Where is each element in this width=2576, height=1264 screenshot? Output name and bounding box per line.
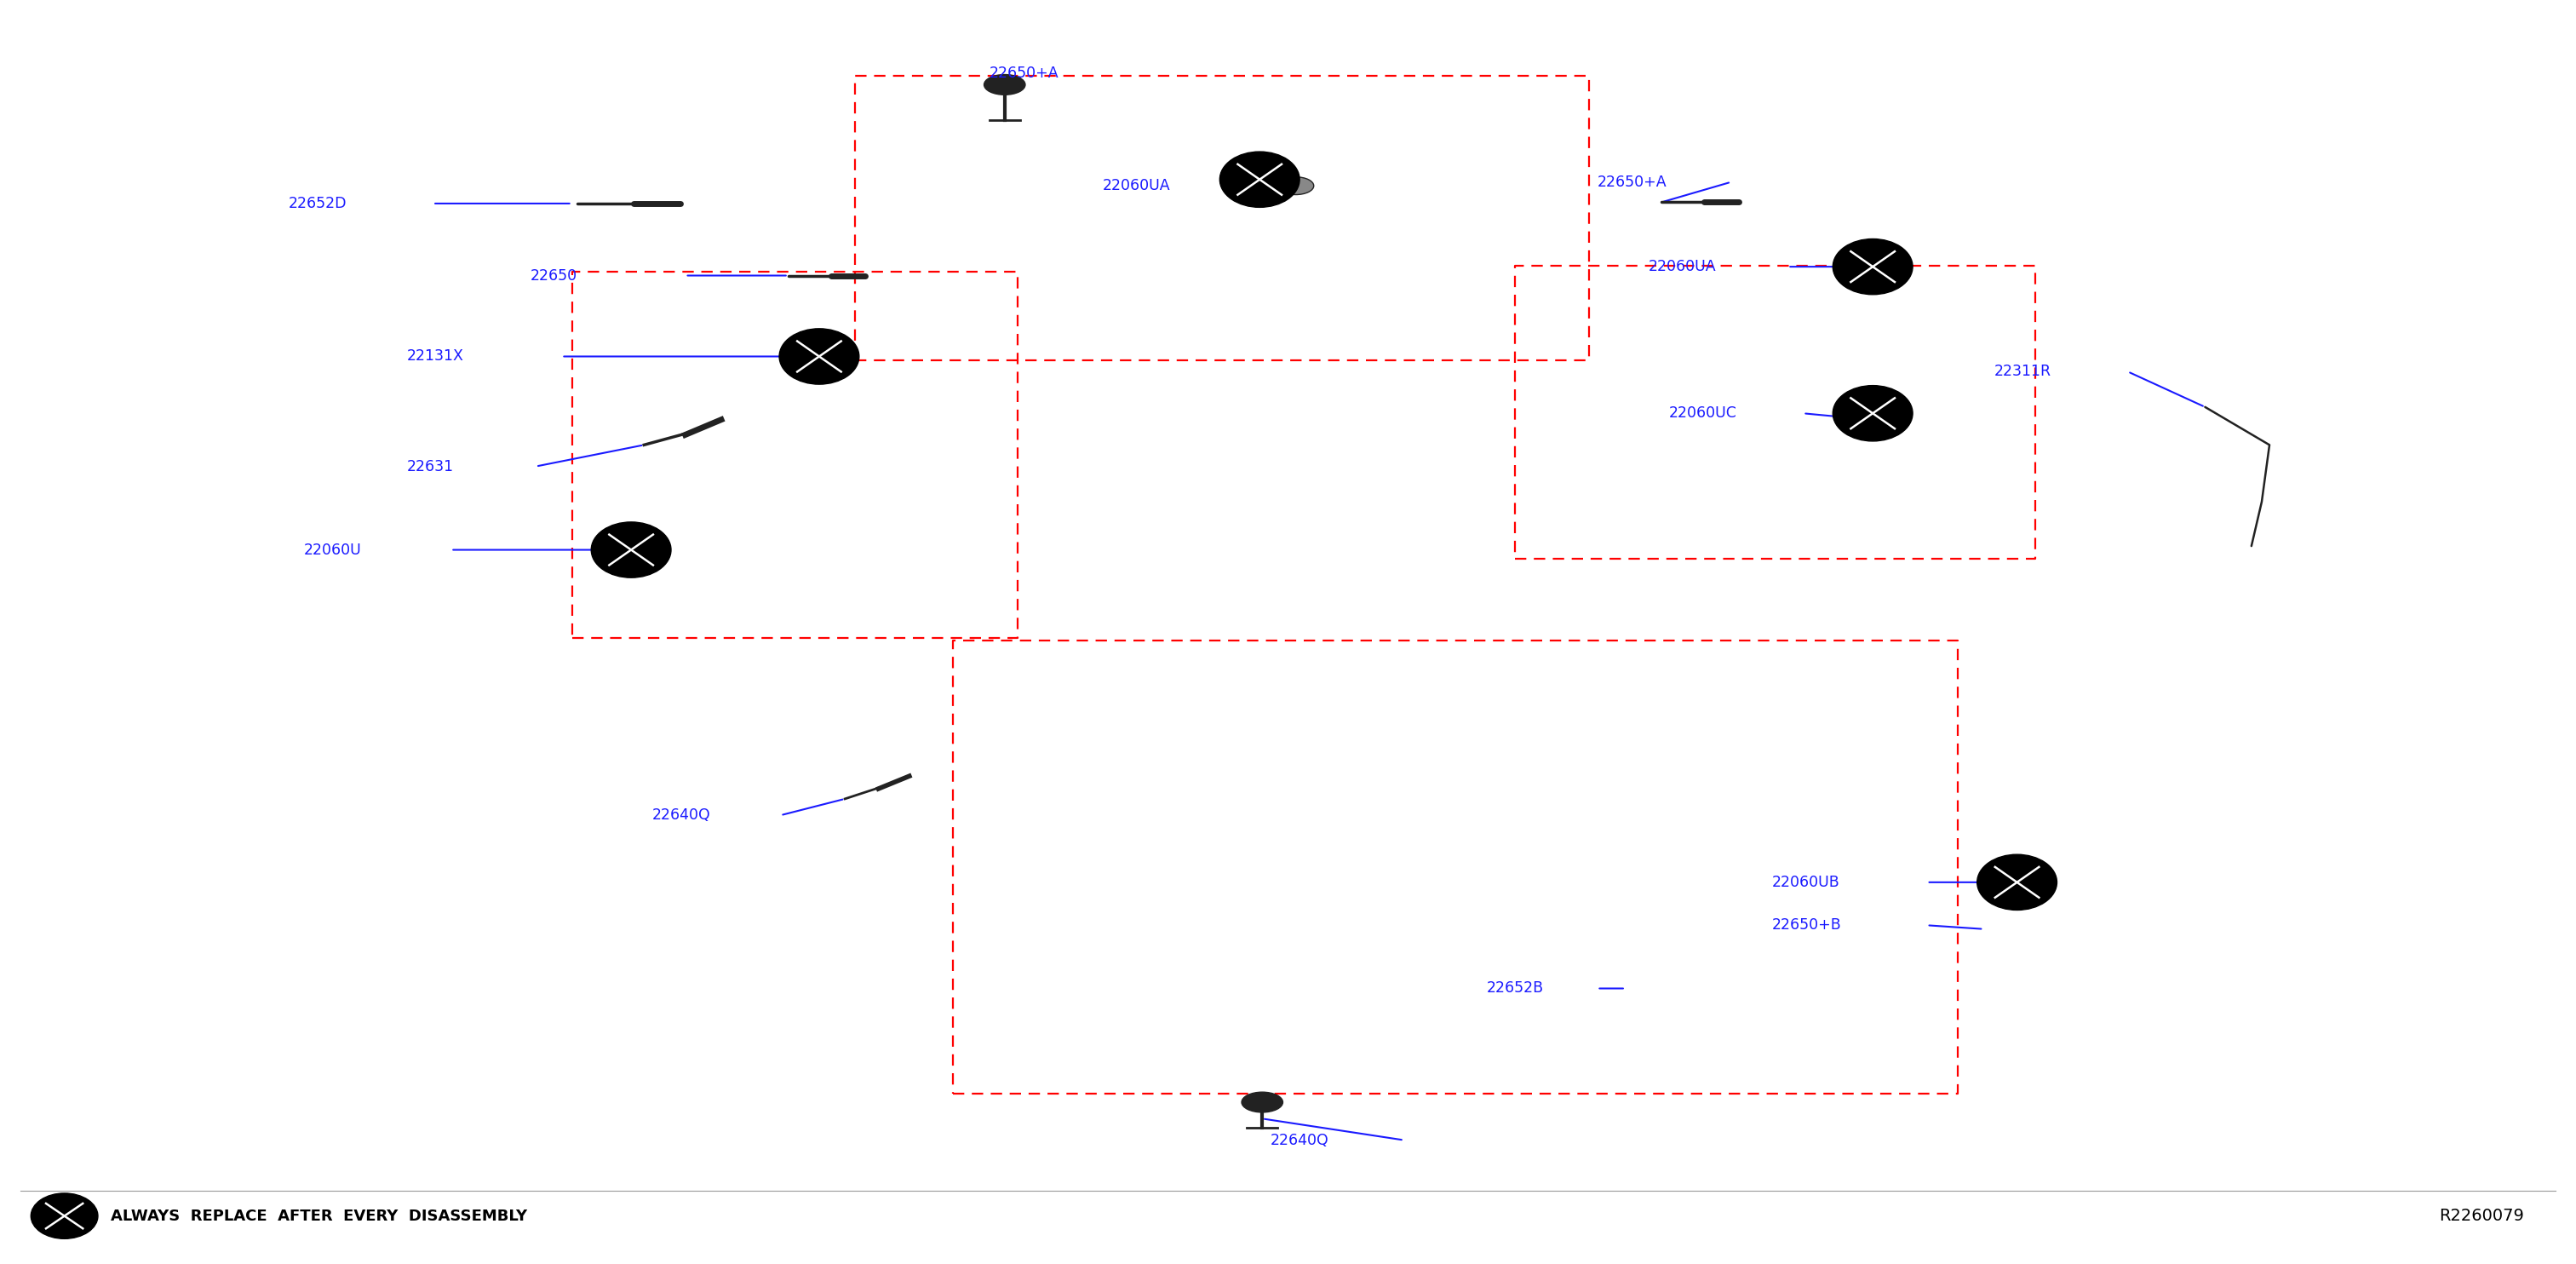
Circle shape bbox=[1868, 411, 1904, 428]
Circle shape bbox=[984, 75, 1025, 95]
Text: 22060UA: 22060UA bbox=[1103, 178, 1170, 193]
Ellipse shape bbox=[1834, 386, 1911, 441]
Text: 22640Q: 22640Q bbox=[1270, 1133, 1329, 1148]
Text: 22650: 22650 bbox=[531, 268, 577, 283]
Text: 22311R: 22311R bbox=[1994, 364, 2050, 379]
Text: 22131X: 22131X bbox=[407, 349, 464, 364]
Text: 22060U: 22060U bbox=[304, 542, 361, 557]
Ellipse shape bbox=[1221, 152, 1301, 207]
Text: 22060UC: 22060UC bbox=[1669, 406, 1736, 421]
Text: 22650+A: 22650+A bbox=[1597, 174, 1667, 190]
Text: ALWAYS  REPLACE  AFTER  EVERY  DISASSEMBLY: ALWAYS REPLACE AFTER EVERY DISASSEMBLY bbox=[111, 1208, 528, 1224]
Text: 22631: 22631 bbox=[407, 459, 453, 474]
Ellipse shape bbox=[1978, 854, 2058, 910]
Ellipse shape bbox=[781, 329, 860, 384]
Text: R2260079: R2260079 bbox=[2439, 1208, 2524, 1224]
Circle shape bbox=[2012, 873, 2048, 891]
Text: 22060UB: 22060UB bbox=[1772, 875, 1839, 890]
Circle shape bbox=[1868, 258, 1904, 276]
Text: 22650+B: 22650+B bbox=[1772, 918, 1842, 933]
Text: 22652B: 22652B bbox=[1486, 981, 1543, 996]
Ellipse shape bbox=[1834, 239, 1911, 295]
Ellipse shape bbox=[31, 1193, 98, 1239]
Ellipse shape bbox=[592, 522, 670, 578]
Text: 22640Q: 22640Q bbox=[652, 808, 711, 823]
Text: 22652D: 22652D bbox=[289, 196, 348, 211]
Text: 22060UA: 22060UA bbox=[1649, 259, 1716, 274]
Text: 22650+A: 22650+A bbox=[989, 66, 1059, 81]
Circle shape bbox=[1278, 177, 1314, 195]
Circle shape bbox=[1242, 1092, 1283, 1112]
